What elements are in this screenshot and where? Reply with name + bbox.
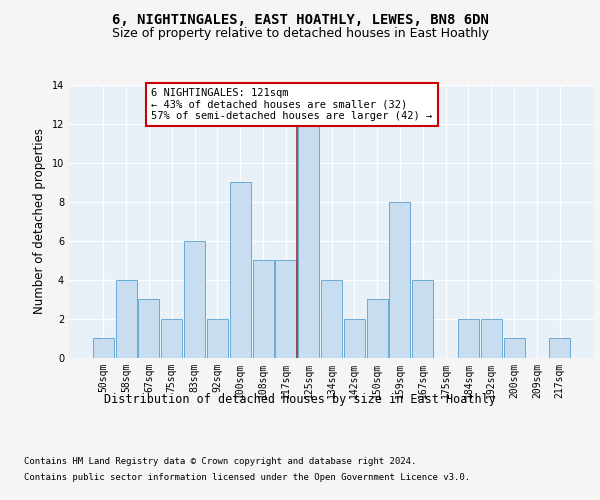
Text: Size of property relative to detached houses in East Hoathly: Size of property relative to detached ho… xyxy=(112,28,488,40)
Bar xyxy=(458,318,479,358)
Text: 6, NIGHTINGALES, EAST HOATHLY, LEWES, BN8 6DN: 6, NIGHTINGALES, EAST HOATHLY, LEWES, BN… xyxy=(112,12,488,26)
Text: Distribution of detached houses by size in East Hoathly: Distribution of detached houses by size … xyxy=(104,392,496,406)
Bar xyxy=(230,182,251,358)
Bar xyxy=(481,318,502,358)
Bar xyxy=(367,299,388,358)
Bar xyxy=(139,299,160,358)
Bar xyxy=(321,280,342,357)
Bar xyxy=(549,338,570,357)
Text: Contains public sector information licensed under the Open Government Licence v3: Contains public sector information licen… xyxy=(24,472,470,482)
Text: Contains HM Land Registry data © Crown copyright and database right 2024.: Contains HM Land Registry data © Crown c… xyxy=(24,458,416,466)
Text: 6 NIGHTINGALES: 121sqm
← 43% of detached houses are smaller (32)
57% of semi-det: 6 NIGHTINGALES: 121sqm ← 43% of detached… xyxy=(151,88,433,121)
Bar xyxy=(93,338,114,357)
Bar xyxy=(116,280,137,357)
Bar xyxy=(298,124,319,358)
Bar xyxy=(184,240,205,358)
Y-axis label: Number of detached properties: Number of detached properties xyxy=(33,128,46,314)
Bar xyxy=(389,202,410,358)
Bar xyxy=(503,338,524,357)
Bar xyxy=(161,318,182,358)
Bar xyxy=(344,318,365,358)
Bar xyxy=(253,260,274,358)
Bar xyxy=(207,318,228,358)
Bar xyxy=(275,260,296,358)
Bar xyxy=(412,280,433,357)
